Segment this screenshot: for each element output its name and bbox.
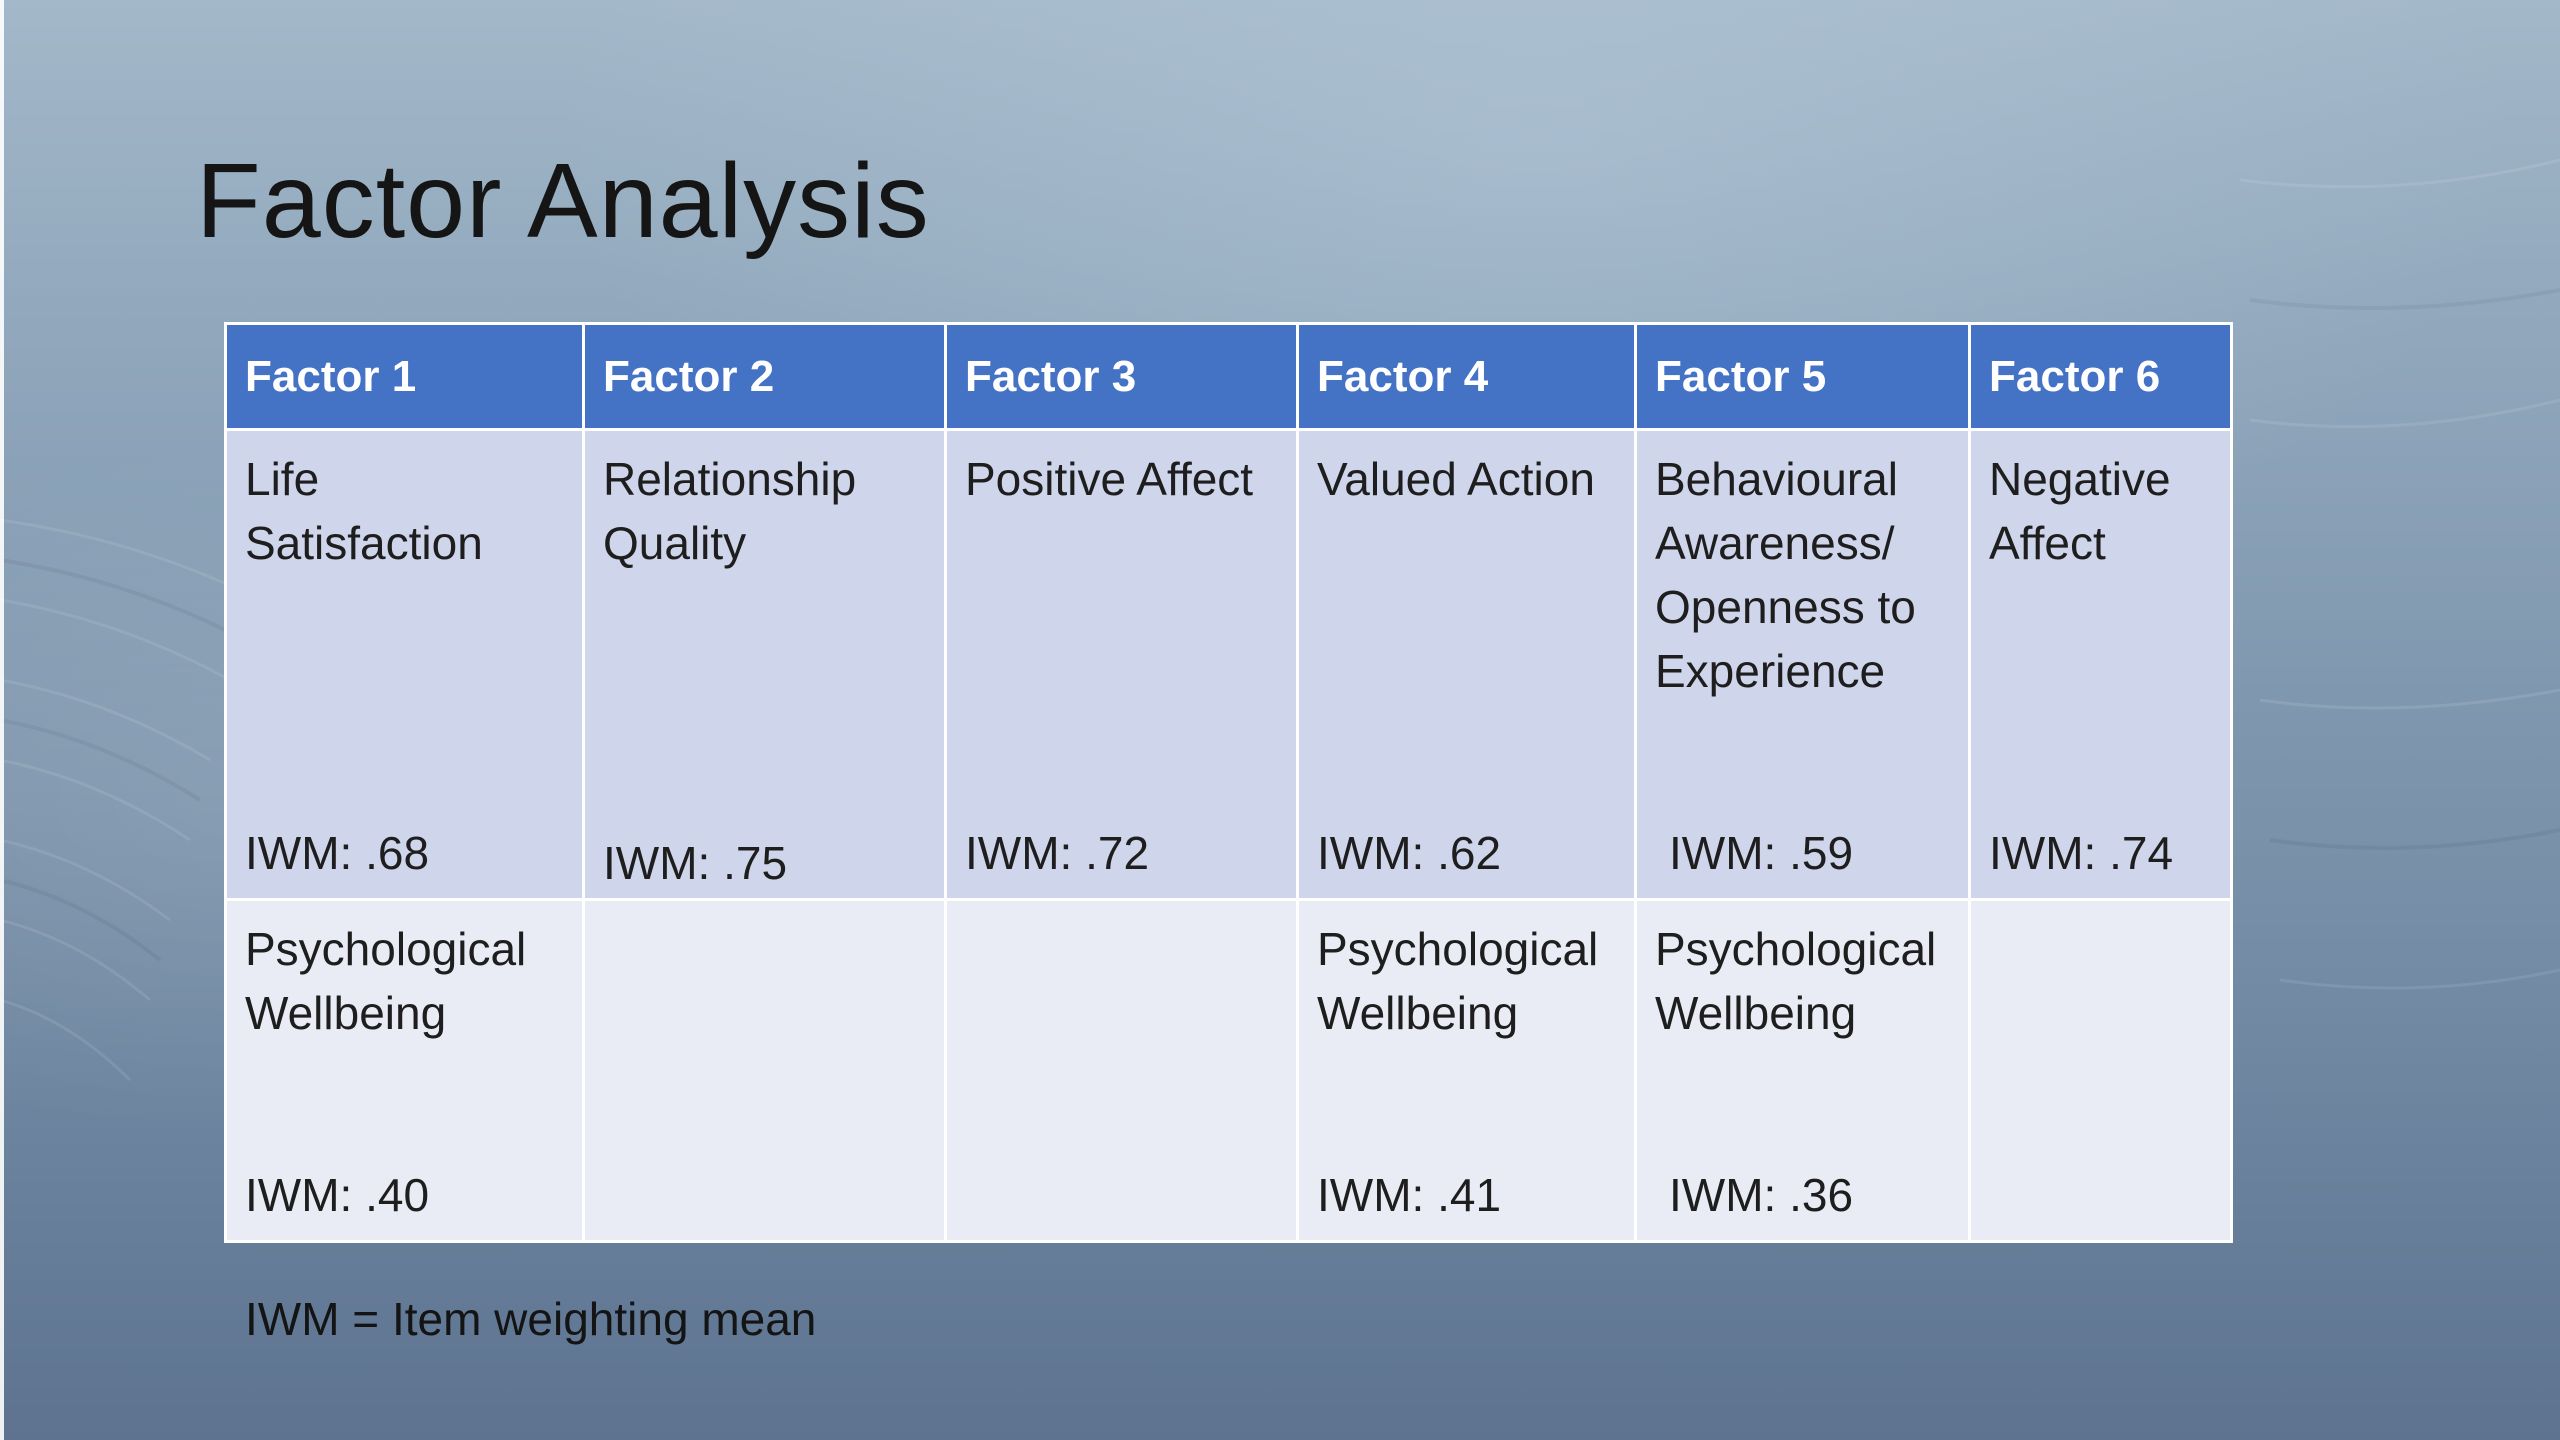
header-row: Factor 1 Factor 2 Factor 3 Factor 4 Fact… bbox=[224, 322, 2233, 431]
factor-name: Valued Action bbox=[1317, 453, 1595, 505]
table-cell-empty bbox=[582, 898, 947, 1243]
slide-left-edge bbox=[0, 0, 4, 1440]
iwm-value: IWM: .41 bbox=[1317, 1169, 1502, 1221]
iwm-value: IWM: .72 bbox=[965, 827, 1150, 879]
header-factor-2: Factor 2 bbox=[582, 322, 947, 431]
header-factor-3: Factor 3 bbox=[944, 322, 1299, 431]
table-cell: Positive Affect IWM: .72 bbox=[944, 428, 1299, 901]
factor-name: Life Satisfaction bbox=[245, 453, 483, 569]
iwm-value: IWM: .68 bbox=[245, 827, 430, 879]
table-cell-empty bbox=[944, 898, 1299, 1243]
iwm-value: IWM: .59 bbox=[1669, 827, 1854, 879]
table-cell-empty bbox=[1968, 898, 2233, 1243]
factor-name bbox=[603, 901, 926, 917]
factor-name: Negative Affect bbox=[1989, 453, 2171, 569]
factor-name: Psychological Wellbeing bbox=[1317, 923, 1599, 1039]
factor-name: Psychological Wellbeing bbox=[1655, 923, 1937, 1039]
header-factor-4: Factor 4 bbox=[1296, 322, 1637, 431]
header-factor-1: Factor 1 bbox=[224, 322, 585, 431]
factor-name bbox=[1989, 901, 2212, 917]
table-cell: Psychological Wellbeing IWM: .40 bbox=[224, 898, 585, 1243]
iwm-value: IWM: .36 bbox=[1669, 1169, 1854, 1221]
table-cell: Psychological Wellbeing IWM: .41 bbox=[1296, 898, 1637, 1243]
table-cell: Life Satisfaction IWM: .68 bbox=[224, 428, 585, 901]
slide-title: Factor Analysis bbox=[196, 142, 930, 260]
iwm-value: IWM: .62 bbox=[1317, 827, 1502, 879]
footnote: IWM = Item weighting mean bbox=[245, 1293, 817, 1345]
table-cell: Valued Action IWM: .62 bbox=[1296, 428, 1637, 901]
table-cell: Psychological Wellbeing IWM: .36 bbox=[1634, 898, 1971, 1243]
factor-name: Behavioural Awareness/ Openness to Exper… bbox=[1655, 453, 1916, 697]
factor-name: Relationship Quality bbox=[603, 453, 857, 569]
factor-name: Positive Affect bbox=[965, 453, 1254, 505]
factor-name: Psychological Wellbeing bbox=[245, 923, 527, 1039]
factor-table: Factor 1 Factor 2 Factor 3 Factor 4 Fact… bbox=[224, 322, 2233, 1243]
factor-name bbox=[965, 901, 1278, 917]
iwm-value: IWM: .74 bbox=[1989, 827, 2174, 879]
header-factor-5: Factor 5 bbox=[1634, 322, 1971, 431]
table-cell: Relationship Quality IWM: .75 bbox=[582, 428, 947, 901]
iwm-value: IWM: .40 bbox=[245, 1169, 430, 1221]
table-row: Psychological Wellbeing IWM: .40 Psychol bbox=[224, 898, 2233, 1243]
table-cell: Negative Affect IWM: .74 bbox=[1968, 428, 2233, 901]
table-row: Life Satisfaction IWM: .68 Relationship … bbox=[224, 428, 2233, 901]
header-factor-6: Factor 6 bbox=[1968, 322, 2233, 431]
table-cell: Behavioural Awareness/ Openness to Exper… bbox=[1634, 428, 1971, 901]
iwm-value: IWM: .75 bbox=[603, 837, 788, 889]
